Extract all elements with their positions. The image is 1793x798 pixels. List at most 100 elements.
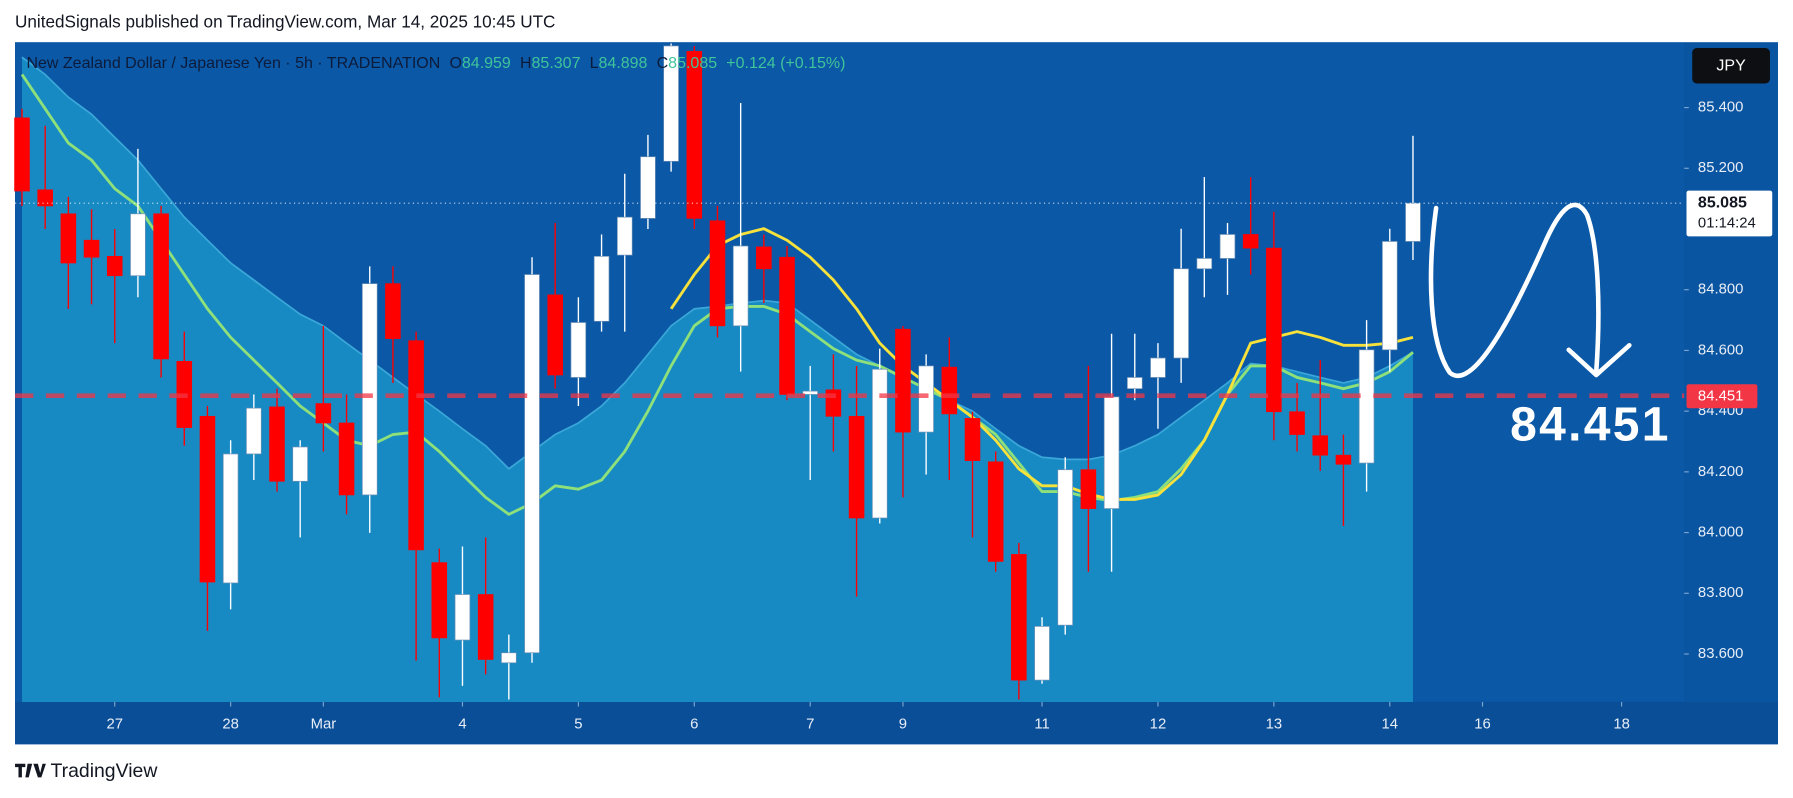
x-tick-label: 7 — [806, 717, 814, 733]
candle-body — [246, 407, 262, 455]
legend-label: C — [657, 55, 669, 72]
candle-body — [153, 213, 169, 360]
symbol-title: New Zealand Dollar / Japanese Yen · 5h ·… — [26, 55, 440, 72]
candle-body — [501, 652, 517, 664]
candle-body — [431, 562, 448, 639]
candle-body — [802, 390, 818, 395]
legend-value: 84.898 — [599, 55, 648, 72]
candle-body — [199, 415, 216, 583]
candle-body — [871, 368, 888, 519]
candle-body — [616, 216, 633, 256]
candle-body — [477, 594, 494, 660]
legend-label: L — [590, 55, 599, 72]
y-tick-label: 85.200 — [1698, 160, 1743, 176]
x-tick-label: 14 — [1382, 717, 1399, 733]
hand-drawn-arrow — [1428, 202, 1601, 378]
candle-body — [570, 322, 587, 378]
candle-body — [361, 283, 378, 496]
candle-body — [315, 403, 332, 424]
candle-body — [640, 156, 656, 219]
candle-body — [524, 274, 540, 654]
candle-body — [1150, 357, 1166, 378]
candle-body — [454, 594, 471, 641]
brand-name: TradingView — [50, 760, 158, 782]
legend: New Zealand Dollar / Japanese Yen · 5h ·… — [26, 55, 845, 72]
legend-label: O — [449, 55, 461, 72]
arrow-head — [1566, 342, 1632, 378]
candle-body — [1312, 435, 1329, 456]
y-tick-label: 83.600 — [1698, 646, 1743, 662]
x-tick-label: 13 — [1266, 717, 1283, 733]
currency-label[interactable]: JPY — [1716, 58, 1746, 75]
target-axis-label: 84.451 — [1698, 389, 1743, 405]
candle-body — [941, 366, 958, 415]
candles-layer — [14, 43, 1421, 700]
candle-body — [1242, 234, 1259, 249]
candle-body — [1335, 454, 1352, 465]
x-tick-label: 5 — [574, 717, 582, 733]
candle-body — [1382, 241, 1398, 351]
annotations-layer — [15, 202, 1685, 398]
y-tick-label: 84.200 — [1698, 464, 1743, 480]
last-price-label: 85.085 — [1698, 194, 1747, 211]
x-tick-label: 9 — [899, 717, 907, 733]
candle-body — [1289, 411, 1305, 435]
legend-value: 85.085 — [668, 55, 717, 72]
publisher-line: UnitedSignals published on TradingView.c… — [15, 11, 555, 31]
candle-body — [14, 117, 30, 192]
price-axis-background — [1684, 42, 1778, 702]
time-axis-background — [15, 701, 1778, 745]
candle-body — [338, 422, 355, 496]
candle-body — [1034, 626, 1050, 681]
candle-body — [83, 239, 100, 258]
candle-body — [918, 365, 934, 433]
currency-button[interactable] — [1692, 48, 1770, 84]
candle-body — [269, 406, 285, 482]
candle-body — [756, 246, 772, 270]
target-annotation: 84.451 — [1510, 398, 1671, 451]
candle-body — [1080, 469, 1097, 509]
x-tick-label: 6 — [690, 717, 698, 733]
legend-label: H — [520, 55, 532, 72]
candle-body — [593, 255, 610, 322]
candle-body — [1266, 247, 1282, 413]
candle-body — [732, 245, 749, 327]
y-tick-label: 84.000 — [1698, 524, 1743, 540]
candle-body — [60, 213, 77, 264]
moving-average-line — [669, 227, 1414, 501]
legend-value: 85.307 — [532, 55, 581, 72]
candle-body — [663, 45, 679, 162]
legend-change: +0.124 (+0.15%) — [726, 55, 845, 72]
x-tick-label: 16 — [1474, 717, 1491, 733]
candle-body — [292, 446, 308, 482]
candle-body — [1358, 349, 1375, 464]
candle-body — [1173, 268, 1189, 359]
y-tick-label: 85.400 — [1698, 99, 1743, 115]
target-tag — [1686, 384, 1758, 409]
x-tick-label: 27 — [106, 717, 123, 733]
x-tick-label: 11 — [1034, 717, 1049, 733]
legend-value: 84.959 — [462, 55, 511, 72]
x-tick-label: 4 — [458, 717, 466, 733]
last-price-tag — [1686, 190, 1773, 237]
candle-body — [1103, 396, 1120, 509]
candle-body — [1196, 258, 1213, 270]
candle-body — [709, 220, 726, 327]
candle-body — [1405, 202, 1421, 242]
x-tick-label: 12 — [1150, 717, 1167, 733]
candle-body — [222, 453, 239, 584]
x-tick-label: 18 — [1613, 717, 1630, 733]
y-tick-label: 84.600 — [1698, 342, 1743, 358]
y-tick-label: 83.800 — [1698, 585, 1743, 601]
candle-body — [547, 294, 563, 376]
candle-body — [964, 418, 981, 461]
candle-body — [1057, 469, 1074, 626]
candle-body — [1219, 234, 1236, 259]
countdown-label: 01:14:24 — [1698, 216, 1756, 232]
candle-body — [408, 340, 424, 551]
y-tick-label: 84.800 — [1698, 282, 1743, 298]
candle-body — [987, 461, 1004, 562]
candle-body — [130, 213, 146, 277]
